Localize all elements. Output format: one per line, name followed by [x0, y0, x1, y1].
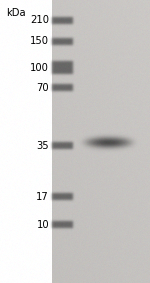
Text: 150: 150	[30, 36, 49, 46]
Text: 70: 70	[36, 83, 49, 93]
Text: kDa: kDa	[6, 8, 26, 18]
Text: 210: 210	[30, 15, 49, 25]
Text: 10: 10	[36, 220, 49, 230]
Text: 17: 17	[36, 192, 49, 202]
Text: 35: 35	[36, 141, 49, 151]
Text: 100: 100	[30, 63, 49, 73]
